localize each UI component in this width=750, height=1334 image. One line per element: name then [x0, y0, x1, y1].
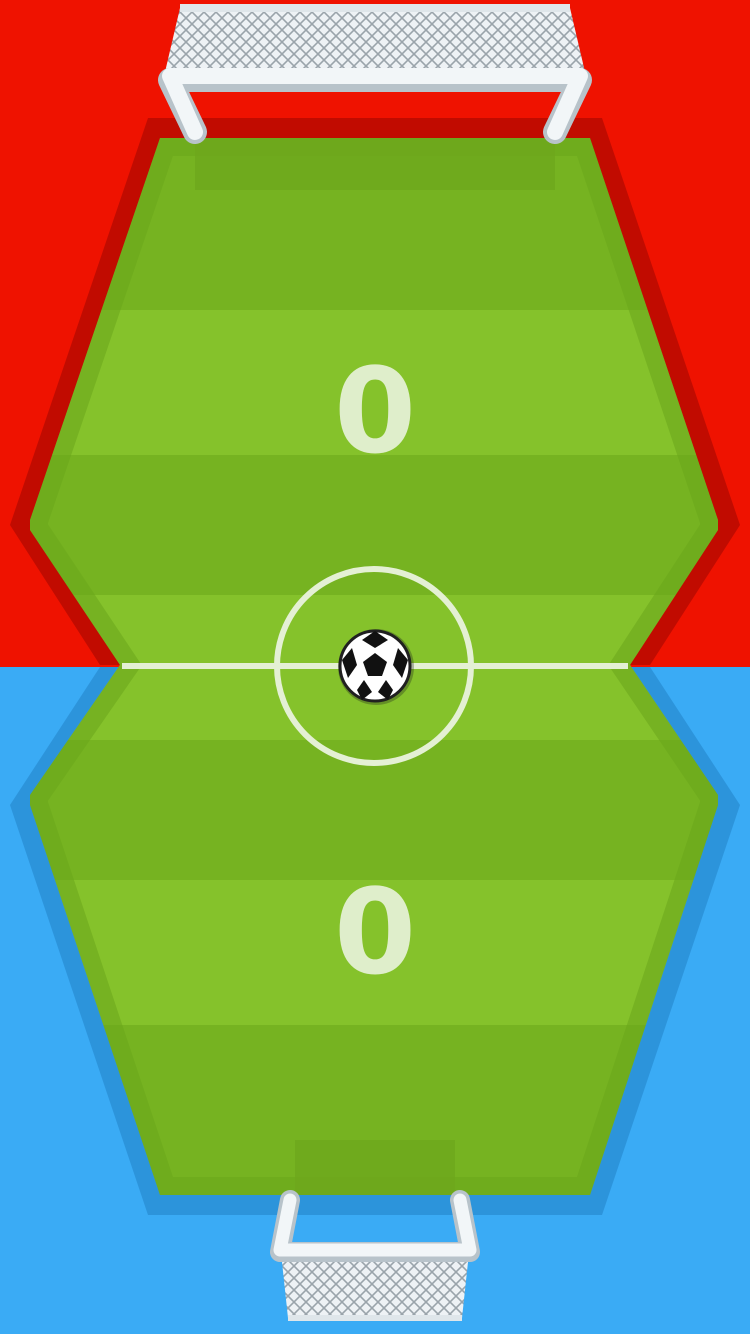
bottom-team-score: 0 [333, 863, 417, 1001]
top-team-score: 0 [333, 342, 417, 480]
center-circle [274, 566, 474, 766]
goal-area-top [195, 138, 555, 190]
goal-net-top [158, 4, 592, 144]
soccer-ball-icon[interactable] [338, 629, 414, 705]
pitch-grass [30, 138, 718, 1195]
goal-net-bottom [270, 1190, 480, 1321]
goal-area-bottom [295, 1140, 455, 1195]
